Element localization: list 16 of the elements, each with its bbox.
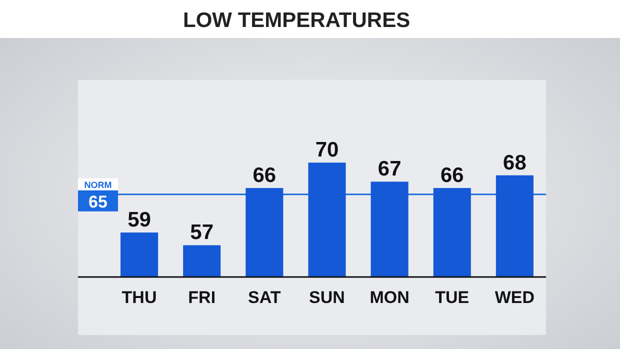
- chart-title: LOW TEMPERATURES: [183, 9, 410, 32]
- x-tick-label: WED: [494, 288, 535, 307]
- data-label: 59: [128, 208, 151, 232]
- x-tick-label: SAT: [248, 288, 282, 307]
- data-label: 67: [378, 158, 402, 181]
- data-label: 66: [440, 164, 464, 188]
- x-tick-label: MON: [370, 288, 410, 307]
- x-tick-label: SUN: [309, 288, 345, 307]
- data-label: 68: [503, 151, 527, 174]
- ref-line-label: NORM 65: [84, 180, 112, 212]
- data-label: 70: [315, 138, 339, 162]
- x-tick-label: FRI: [188, 288, 216, 307]
- data-label: 57: [190, 221, 214, 244]
- data-label: 66: [252, 164, 276, 188]
- x-tick-label: THU: [122, 288, 157, 307]
- x-tick-label: TUE: [435, 288, 470, 307]
